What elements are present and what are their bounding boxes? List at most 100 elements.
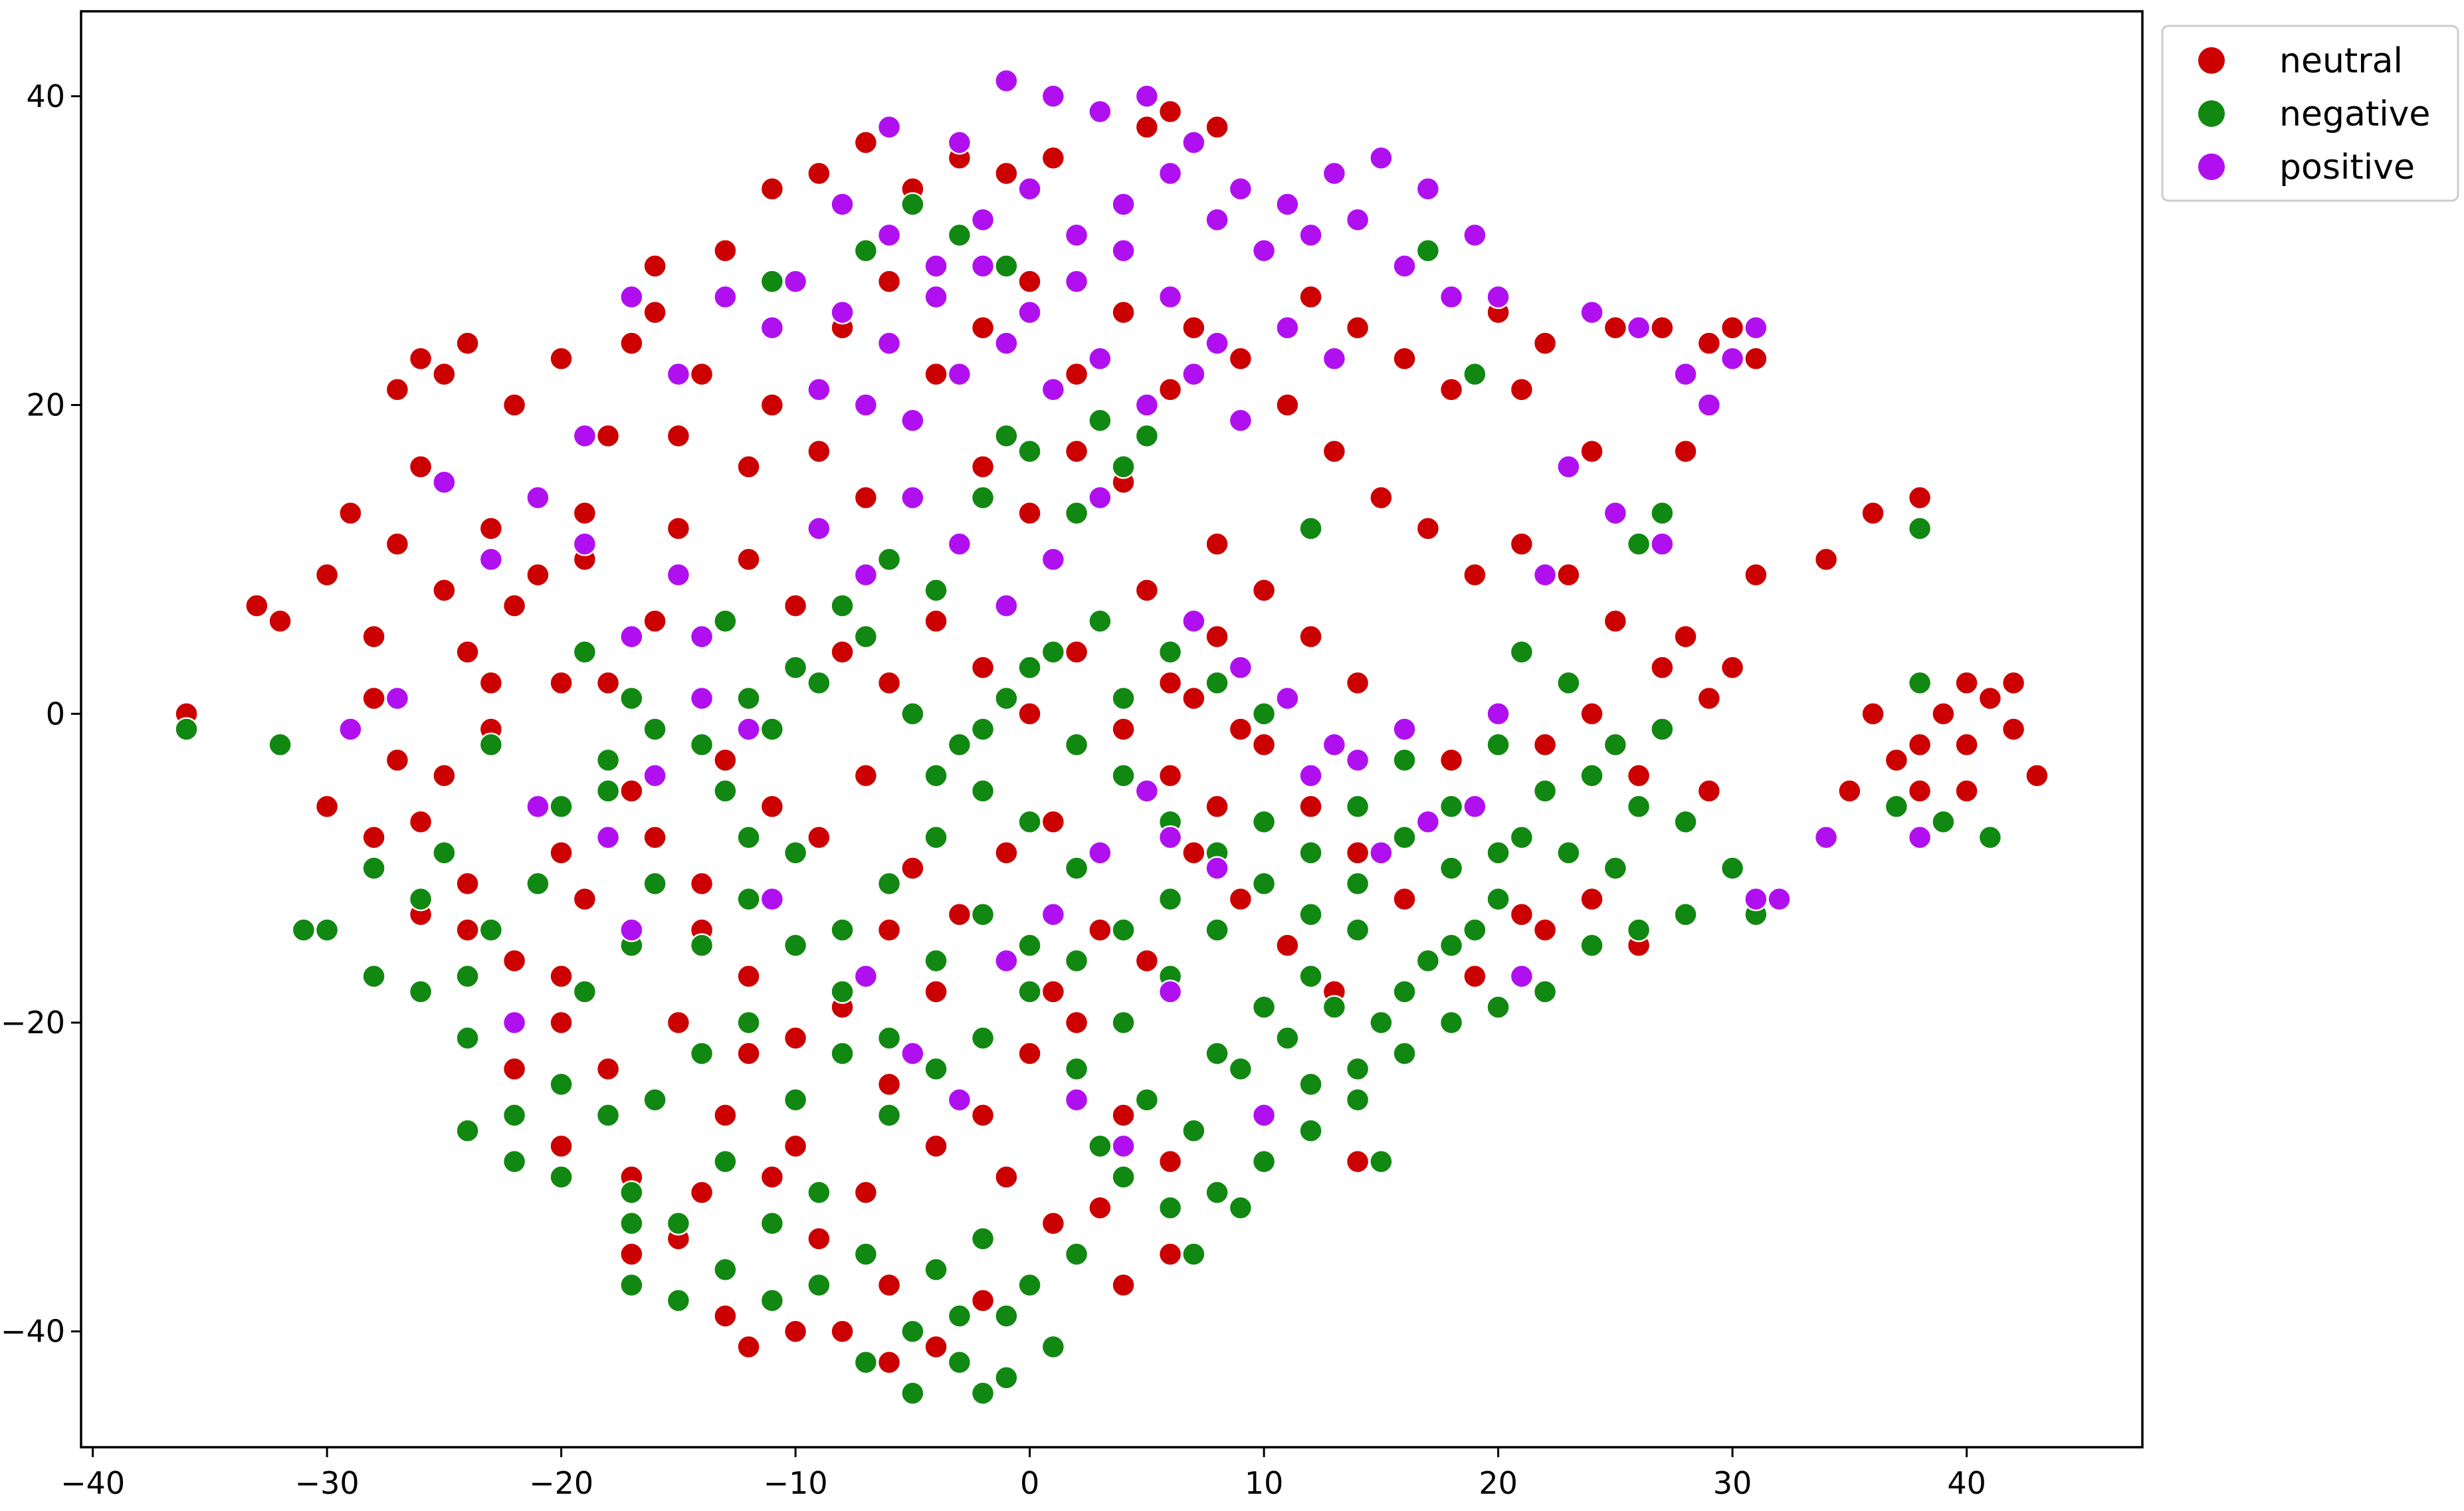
point-positive: [666, 361, 691, 387]
point-negative: [595, 779, 621, 803]
point-neutral: [736, 1334, 761, 1360]
point-negative: [1345, 918, 1370, 942]
point-neutral: [361, 624, 386, 649]
point-positive: [1181, 130, 1206, 155]
point-positive: [572, 532, 597, 556]
point-positive: [1556, 454, 1581, 479]
point-positive: [830, 300, 855, 325]
point-positive: [1509, 964, 1534, 989]
point-neutral: [432, 763, 457, 788]
point-positive: [1158, 284, 1183, 310]
point-negative: [994, 686, 1019, 711]
point-neutral: [455, 331, 480, 355]
point-negative: [1158, 640, 1183, 664]
point-negative: [1907, 516, 1932, 541]
point-positive: [947, 130, 972, 155]
point-neutral: [1696, 331, 1722, 355]
point-positive: [994, 331, 1019, 355]
point-negative: [666, 1288, 691, 1313]
point-neutral: [502, 593, 527, 618]
point-negative: [1345, 1057, 1370, 1081]
point-negative: [1064, 856, 1089, 880]
point-negative: [1439, 1010, 1464, 1035]
point-positive: [994, 948, 1019, 973]
point-negative: [268, 732, 292, 757]
point-neutral: [1111, 300, 1136, 325]
point-positive: [1392, 254, 1417, 278]
point-positive: [853, 562, 878, 587]
point-positive: [502, 1010, 527, 1035]
point-positive: [900, 485, 925, 510]
point-neutral: [432, 578, 457, 603]
point-negative: [1884, 794, 1909, 819]
point-positive: [619, 918, 644, 942]
point-neutral: [619, 779, 644, 803]
point-negative: [900, 1319, 925, 1344]
point-positive: [1532, 562, 1558, 587]
point-negative: [1486, 886, 1510, 912]
point-neutral: [1251, 732, 1277, 757]
point-negative: [1532, 779, 1558, 803]
point-positive: [1626, 316, 1651, 340]
point-negative: [853, 238, 878, 263]
point-positive: [760, 886, 785, 912]
point-negative: [853, 1242, 878, 1266]
point-negative: [1088, 609, 1112, 634]
point-negative: [619, 1272, 644, 1298]
point-neutral: [1064, 439, 1089, 464]
point-negative: [1556, 670, 1581, 696]
point-neutral: [689, 361, 714, 387]
point-negative: [1041, 1334, 1066, 1360]
point-negative: [1158, 1195, 1183, 1221]
point-neutral: [595, 423, 621, 449]
x-tick-label: 20: [1479, 1465, 1518, 1501]
point-neutral: [361, 686, 386, 711]
point-neutral: [1064, 361, 1089, 387]
point-negative: [1603, 856, 1628, 880]
point-neutral: [1275, 393, 1300, 417]
point-positive: [1181, 609, 1206, 634]
point-negative: [1439, 794, 1464, 819]
point-neutral: [1017, 1041, 1042, 1066]
point-negative: [1017, 439, 1042, 464]
point-negative: [970, 1025, 995, 1051]
point-negative: [1111, 686, 1136, 711]
point-negative: [853, 1350, 878, 1375]
point-negative: [526, 871, 550, 896]
point-neutral: [807, 439, 831, 464]
point-negative: [1673, 809, 1698, 835]
point-negative: [807, 1272, 831, 1298]
point-negative: [595, 748, 621, 773]
point-negative: [572, 979, 597, 1004]
point-positive: [924, 284, 948, 310]
point-neutral: [1720, 316, 1745, 340]
x-tick-label: 0: [1020, 1465, 1039, 1501]
point-negative: [1369, 1149, 1393, 1174]
point-neutral: [502, 948, 527, 973]
point-neutral: [1017, 500, 1042, 526]
point-neutral: [1463, 964, 1487, 989]
point-positive: [994, 68, 1019, 93]
point-positive: [643, 763, 667, 788]
point-negative: [947, 1350, 972, 1375]
point-neutral: [572, 500, 597, 526]
point-negative: [1181, 1118, 1206, 1143]
point-neutral: [526, 562, 550, 587]
point-negative: [1392, 1041, 1417, 1066]
point-positive: [783, 269, 808, 294]
point-neutral: [1439, 748, 1464, 773]
point-negative: [876, 1103, 902, 1128]
point-neutral: [1088, 918, 1112, 942]
point-positive: [1064, 223, 1089, 248]
point-positive: [1392, 717, 1417, 742]
point-negative: [1205, 918, 1229, 942]
point-negative: [619, 686, 644, 711]
point-neutral: [1978, 686, 2003, 711]
point-neutral: [1626, 763, 1651, 788]
point-negative: [1298, 841, 1323, 865]
point-neutral: [268, 609, 292, 634]
point-positive: [619, 284, 644, 310]
point-negative: [455, 1025, 480, 1051]
point-neutral: [385, 377, 410, 402]
